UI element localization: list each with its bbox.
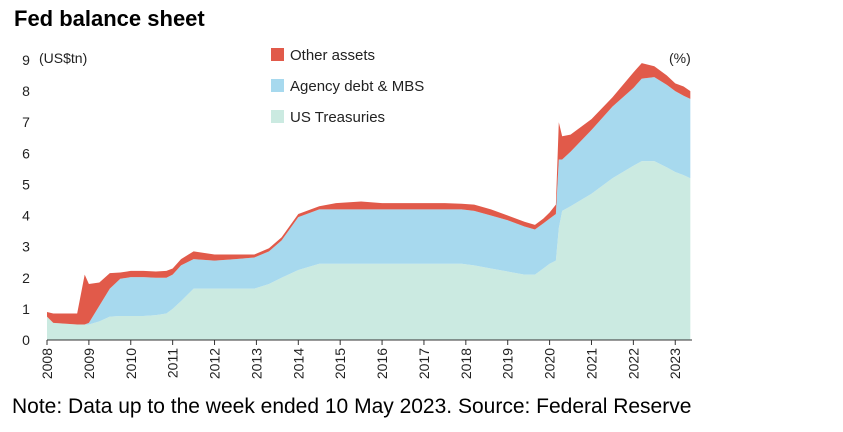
x-tick-label: 2022 [625,348,641,379]
y-tick-label: 6 [22,145,30,161]
y-tick-label: 4 [22,208,30,224]
y-tick-label: 1 [22,301,30,317]
y-unit-label-right: (%) [669,50,691,66]
source-note: Note: Data up to the week ended 10 May 2… [12,395,692,418]
legend-swatch-agency-debt-mbs [271,79,284,92]
x-tick-label: 2018 [458,348,474,379]
x-tick-label: 2008 [39,348,55,379]
y-tick-label: 7 [22,114,30,130]
x-tick-label: 2012 [207,348,223,379]
x-tick-label: 2015 [332,348,348,379]
x-tick-label: 2021 [583,348,599,379]
x-tick-label: 2016 [374,348,390,379]
y-tick-label: 8 [22,83,30,99]
x-tick-label: 2009 [81,348,97,379]
chart-title: Fed balance sheet [14,6,205,31]
x-tick-label: 2019 [500,348,516,379]
x-tick-label: 2020 [542,348,558,379]
legend-label-agency-debt-mbs: Agency debt & MBS [290,78,424,95]
y-tick-label: 0 [22,332,30,348]
legend-label-other-assets: Other assets [290,47,375,64]
x-tick-label: 2011 [165,348,181,378]
y-tick-label: 5 [22,176,30,192]
y-unit-label: (US$tn) [39,50,87,66]
y-tick-label: 9 [22,52,30,68]
x-tick-label: 2017 [416,348,432,379]
legend: Other assets Agency debt & MBS US Treasuri… [271,47,424,126]
y-tick-label: 2 [22,270,30,286]
x-tick-label: 2023 [667,348,683,379]
x-tick-label: 2010 [123,348,139,379]
legend-label-us-treasuries: US Treasuries [290,109,385,126]
area-agency-debt-mbs [47,77,691,325]
area-other-assets [47,63,691,325]
x-tick-label: 2014 [290,348,306,379]
area-us-treasuries [47,161,691,340]
y-tick-label: 3 [22,239,30,255]
legend-swatch-us-treasuries [271,110,284,123]
area-series-group [47,63,691,340]
x-tick-label: 2013 [248,348,264,379]
axes-group: 0 1 2 3 4 5 6 7 8 9 2008 2009 2010 2011 2012 2013 2014 20… [22,52,692,379]
legend-swatch-other-assets [271,48,284,61]
